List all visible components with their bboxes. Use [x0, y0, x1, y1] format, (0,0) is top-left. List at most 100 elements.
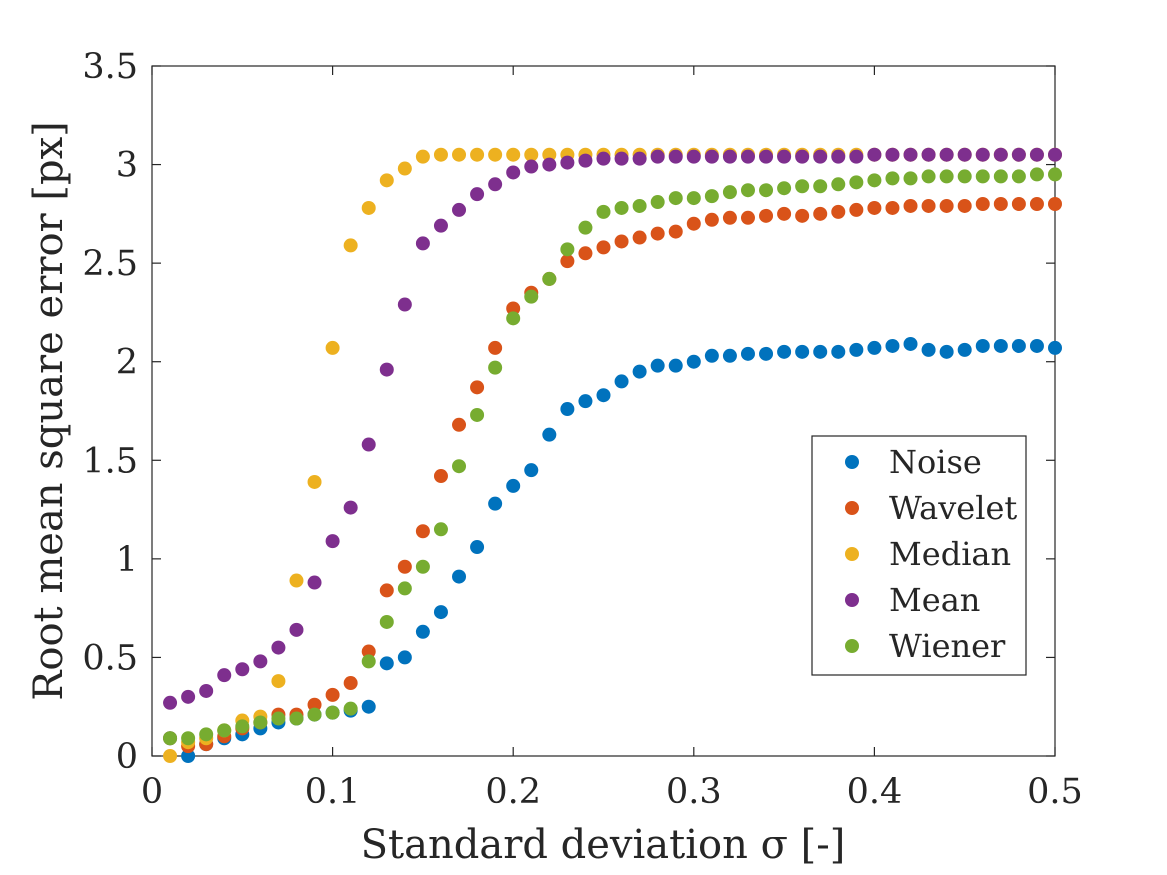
data-point-wavelet — [506, 301, 521, 316]
data-point-wiener — [903, 171, 918, 186]
data-point-mean — [1048, 147, 1062, 162]
data-point-wiener — [1048, 167, 1062, 182]
data-point-median — [452, 147, 467, 162]
data-point-wiener — [542, 271, 557, 286]
data-point-wavelet — [361, 644, 376, 659]
data-point-mean — [1011, 147, 1026, 162]
data-point-median — [325, 340, 340, 355]
axis-tick-labels: 0 0.1 0.2 0.3 0.4 0.5 0 0.5 1 1.5 2 2.5 3 3.5 — [82, 47, 1083, 812]
data-point-wiener — [939, 169, 954, 184]
data-point-mean — [614, 151, 629, 166]
x-tick-label: 0.3 — [666, 772, 722, 812]
data-point-wavelet — [759, 208, 774, 223]
plot-area-frame — [151, 65, 1056, 757]
data-point-median — [271, 674, 286, 689]
data-point-noise — [578, 394, 593, 409]
data-point-wavelet — [777, 206, 792, 221]
series-wavelet — [163, 197, 1062, 754]
data-point-mean — [578, 153, 593, 168]
data-point-wiener — [578, 220, 593, 235]
data-point-noise — [759, 346, 774, 361]
legend-marker-wavelet — [845, 501, 859, 515]
data-point-wiener — [668, 191, 683, 206]
data-point-noise — [524, 463, 539, 478]
data-point-mean — [813, 149, 828, 164]
data-point-median — [542, 147, 557, 162]
data-point-mean — [289, 622, 304, 637]
legend-label-wiener: Wiener — [889, 627, 1006, 665]
data-point-mean — [506, 165, 521, 180]
data-point-wiener — [181, 731, 196, 746]
data-point-noise — [632, 364, 647, 379]
data-point-wiener — [921, 169, 936, 184]
data-point-wiener — [650, 195, 665, 210]
data-point-mean — [397, 297, 412, 312]
data-point-wavelet — [993, 197, 1008, 211]
data-point-wavelet — [379, 583, 394, 598]
data-point-wavelet — [704, 212, 719, 227]
data-point-noise — [849, 342, 864, 357]
data-point-wiener — [831, 177, 846, 192]
data-point-noise — [1029, 338, 1044, 353]
data-point-wavelet — [343, 676, 358, 691]
data-point-mean — [415, 236, 430, 251]
data-point-wavelet — [795, 208, 810, 223]
data-point-wiener — [199, 727, 214, 742]
data-point-median — [397, 161, 412, 176]
data-point-noise — [777, 344, 792, 359]
data-point-noise — [704, 348, 719, 363]
data-point-mean — [903, 147, 918, 162]
data-points — [163, 147, 1062, 763]
data-point-noise — [433, 605, 448, 620]
data-point-noise — [181, 749, 196, 763]
data-point-mean — [668, 149, 683, 164]
data-point-wavelet — [668, 224, 683, 239]
data-point-noise — [957, 342, 972, 357]
data-point-noise — [795, 344, 810, 359]
data-point-noise — [542, 427, 557, 442]
legend-marker-noise — [845, 455, 859, 469]
series-mean — [163, 147, 1062, 710]
data-point-mean — [885, 147, 900, 162]
data-point-wiener — [795, 179, 810, 194]
data-point-mean — [307, 575, 322, 590]
data-point-mean — [452, 202, 467, 217]
data-point-wavelet — [1048, 197, 1062, 211]
data-point-wavelet — [325, 687, 340, 702]
data-point-wiener — [1029, 167, 1044, 182]
data-point-mean — [939, 147, 954, 162]
y-axis-label: Root mean square error [px] — [26, 121, 72, 700]
data-point-mean — [199, 683, 214, 698]
data-point-noise — [722, 348, 737, 363]
data-point-mean — [849, 149, 864, 164]
data-point-mean — [596, 151, 611, 166]
data-point-mean — [650, 149, 665, 164]
series-wiener — [163, 167, 1062, 746]
data-point-noise — [452, 569, 467, 584]
data-point-mean — [488, 177, 503, 192]
data-point-wiener — [343, 701, 358, 716]
data-point-noise — [1011, 338, 1026, 353]
data-point-mean — [163, 695, 178, 710]
data-point-mean — [777, 149, 792, 164]
data-point-mean — [253, 654, 268, 669]
data-point-wiener — [325, 705, 340, 720]
data-point-wiener — [813, 179, 828, 194]
x-axis-label: Standard deviation σ [-] — [361, 822, 846, 868]
data-point-mean — [957, 147, 972, 162]
data-point-mean — [343, 500, 358, 515]
axis-ticks — [151, 65, 1056, 757]
data-point-median — [470, 147, 485, 162]
data-point-mean — [1029, 147, 1044, 162]
data-point-wavelet — [452, 417, 467, 432]
data-point-wavelet — [867, 200, 882, 215]
data-point-wavelet — [957, 198, 972, 213]
data-point-wavelet — [650, 226, 665, 241]
data-point-median — [506, 147, 521, 162]
data-point-noise — [831, 344, 846, 359]
data-point-noise — [560, 402, 575, 417]
data-point-noise — [596, 388, 611, 403]
data-point-median — [488, 147, 503, 162]
data-point-noise — [397, 650, 412, 665]
